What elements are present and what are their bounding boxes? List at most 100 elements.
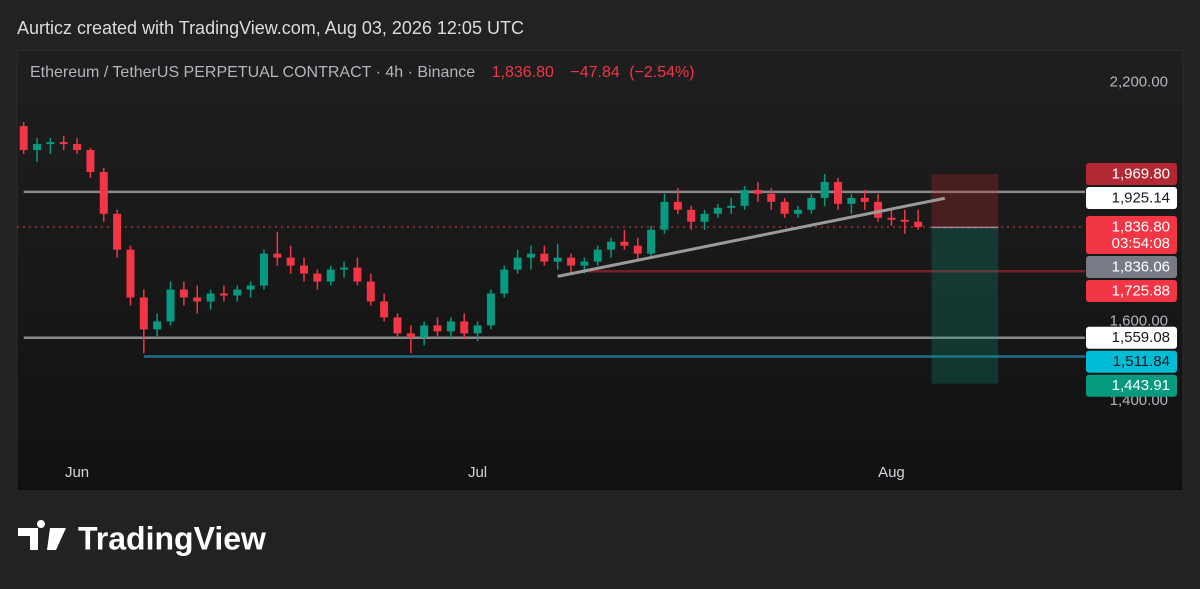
- candle-body: [126, 249, 135, 298]
- x-tick-label: Jun: [65, 464, 89, 481]
- candle-body: [433, 325, 442, 332]
- target-zone: [931, 227, 999, 384]
- candle-body: [567, 257, 576, 266]
- candle-body: [233, 289, 242, 296]
- candle-body: [153, 321, 162, 330]
- candle-body: [406, 333, 415, 338]
- candle-body: [73, 144, 82, 151]
- candle-body: [46, 142, 55, 145]
- price-scale: 2,200.001,600.001,400.001,969.801,925.14…: [1086, 73, 1177, 409]
- y-tick-label: 1,600.00: [1110, 312, 1168, 329]
- candle-body: [687, 209, 696, 222]
- x-tick-label: Aug: [878, 464, 905, 481]
- candle-body: [753, 189, 762, 194]
- change: −47.84: [570, 64, 619, 81]
- trendline: [557, 196, 946, 278]
- price-badge-label: 1,511.84: [1113, 353, 1170, 370]
- candle-body: [860, 197, 869, 202]
- stop-zone: [931, 174, 999, 228]
- logo-icon: [18, 519, 66, 550]
- candle-body: [713, 207, 722, 214]
- price-badge-label: 1,725.88: [1112, 283, 1170, 300]
- candle-body: [793, 209, 802, 214]
- candle-body: [33, 144, 42, 151]
- price-badge-label: 1,969.80: [1112, 165, 1170, 182]
- price-badge-label: 1,925.14: [1112, 189, 1170, 206]
- candle-body: [553, 257, 562, 262]
- candle-body: [607, 241, 616, 250]
- last-price-badge: [1086, 216, 1177, 255]
- candle-body: [834, 181, 843, 204]
- chart-title: Ethereum / TetherUS PERPETUAL CONTRACT ·…: [30, 64, 475, 81]
- candle-body: [340, 267, 349, 270]
- price-badge: [1086, 280, 1177, 303]
- price-badge: [1086, 326, 1177, 349]
- candle-body: [740, 189, 749, 206]
- candle-body: [914, 221, 923, 228]
- candle-body: [193, 297, 202, 302]
- candle-body: [313, 273, 322, 282]
- candle-body: [300, 265, 309, 274]
- logo-text: TradingView: [78, 520, 266, 556]
- price-badge-label: 1,836.06: [1112, 259, 1170, 276]
- candle-body: [647, 229, 656, 254]
- price-badge: [1086, 187, 1177, 210]
- candle-body: [393, 317, 402, 334]
- y-tick-label: 2,200.00: [1110, 73, 1168, 90]
- candle-body: [486, 293, 495, 326]
- candle-body: [767, 193, 776, 202]
- candle-body: [59, 142, 68, 145]
- price-badge: [1086, 163, 1177, 186]
- candle-body: [593, 249, 602, 262]
- candle-body: [460, 321, 469, 334]
- candle-body: [580, 261, 589, 266]
- candle-body: [513, 257, 522, 270]
- candle-body: [99, 171, 108, 214]
- price-badge-label: 1,836.80: [1112, 219, 1170, 236]
- candle-body: [179, 289, 188, 298]
- candle-body: [326, 269, 335, 282]
- candle-body: [273, 253, 282, 258]
- candle-body: [660, 201, 669, 230]
- candle-body: [86, 150, 95, 172]
- candle-body: [380, 301, 389, 318]
- candle-body: [820, 181, 829, 198]
- candle-body: [420, 325, 429, 338]
- candle-body: [19, 126, 28, 151]
- countdown: 03:54:08: [1112, 235, 1170, 252]
- price-badge-label: 1,559.08: [1112, 329, 1170, 346]
- candle-body: [887, 217, 896, 220]
- candle-body: [166, 289, 175, 322]
- candle-body: [874, 201, 883, 218]
- candle-body: [540, 253, 549, 262]
- plot-area: [17, 122, 1085, 384]
- legend: Ethereum / TetherUS PERPETUAL CONTRACT ·…: [30, 64, 695, 81]
- candle-body: [473, 325, 482, 334]
- candle-body: [727, 205, 736, 208]
- change-percent: (−2.54%): [629, 64, 694, 81]
- header: Aurticz created with TradingView.com, Au…: [17, 18, 524, 38]
- candle-body: [259, 253, 268, 286]
- price-badge-label: 1,443.91: [1112, 377, 1170, 394]
- candle-body: [847, 197, 856, 204]
- candle-body: [113, 213, 122, 250]
- price-badge: [1086, 350, 1177, 373]
- candle-body: [526, 253, 535, 258]
- candle-body: [246, 285, 255, 290]
- candle-body: [620, 241, 629, 246]
- candle-body: [780, 201, 789, 214]
- price-badge: [1086, 256, 1177, 279]
- candle-body: [286, 257, 295, 266]
- x-tick-label: Jul: [468, 464, 487, 481]
- candle-body: [633, 245, 642, 254]
- candle-body: [446, 321, 455, 332]
- candle-body: [219, 293, 228, 296]
- candle-body: [807, 197, 816, 210]
- candle-body: [673, 201, 682, 210]
- price-badge: [1086, 374, 1177, 397]
- candle-body: [353, 267, 362, 282]
- candle-body: [500, 269, 509, 294]
- last-price: 1,836.80: [492, 64, 554, 81]
- candle-body: [700, 213, 709, 222]
